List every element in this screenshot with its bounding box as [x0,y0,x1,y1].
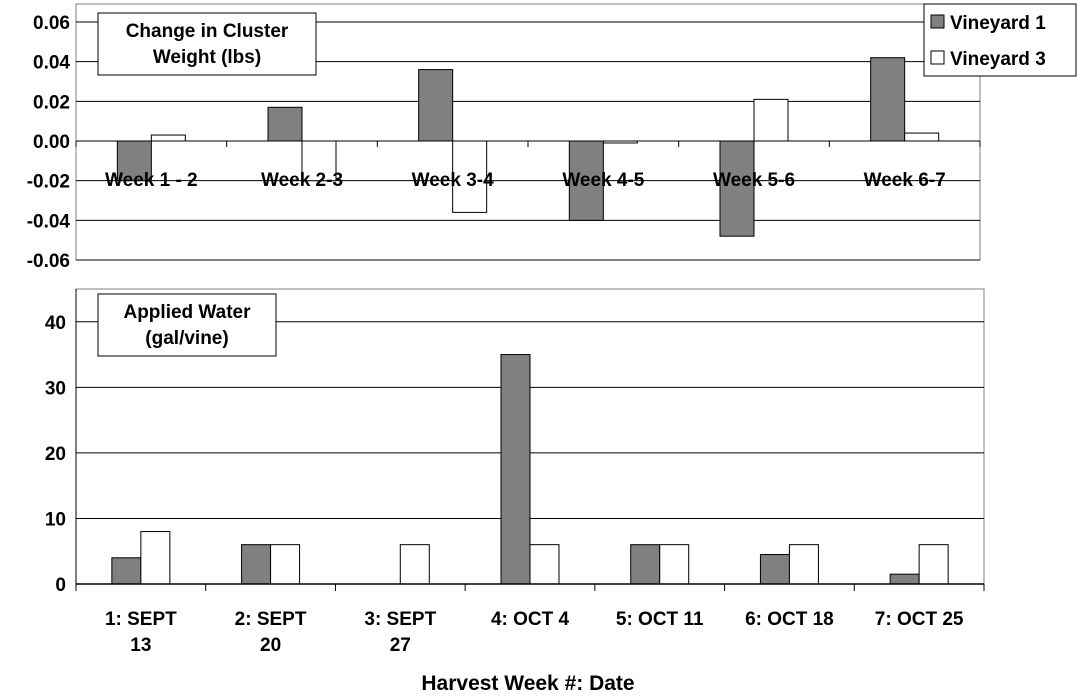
y-tick-label: -0.02 [27,172,70,193]
category-label: Week 4-5 [562,170,644,191]
y-tick-label: 0.06 [33,13,70,34]
bars [75,289,985,591]
y-tick-label: -0.04 [27,211,71,232]
legend-label-vineyard-3: Vineyard 3 [950,49,1046,70]
legend-box [923,3,1077,77]
y-tick-label: 0 [55,575,66,596]
category-label: 7: OCT 25 [875,609,964,630]
legend-label-vineyard-1: Vineyard 1 [950,13,1046,34]
legend: Vineyard 1 Vineyard 3 [923,3,1077,77]
legend-swatch-vineyard-1 [930,14,945,29]
y-tick-label: 40 [45,313,66,334]
bar-vineyard-1 [870,57,906,142]
bar-vineyard-3 [788,544,819,585]
category-label: 4: OCT 4 [491,609,570,630]
cluster-weight-chart: 0.06 0.04 0.02 0.00 -0.02 -0.04 -0.06 Week 1 -… [27,3,1077,272]
panel-title-line-2: (gal/vine) [145,328,228,349]
bar-vineyard-3 [659,544,690,585]
panel-title-line-1: Change in Cluster [126,21,289,42]
bar-vineyard-1 [418,69,454,142]
y-tick-label: 30 [45,378,66,399]
category-label: 13 [130,635,151,656]
panel-title-box: Change in Cluster Weight (lbs) [97,12,317,76]
applied-water-chart: 40 30 20 10 0 1: SEPT 13 2: SEPT 20 3: SEPT 27 4: … [45,288,985,695]
y-tick-label: 0.02 [33,92,70,113]
bar-vineyard-3 [140,531,171,585]
category-label: 27 [390,635,411,656]
category-label: Week 3-4 [412,170,494,191]
bar-vineyard-1 [630,544,661,585]
category-labels: 1: SEPT 13 2: SEPT 20 3: SEPT 27 4: OCT 4 5: OC… [105,609,964,656]
panel-title-line-1: Applied Water [123,302,251,323]
category-label: 1: SEPT [105,609,177,630]
bar-vineyard-3 [918,544,949,585]
category-label: Week 2-3 [261,170,343,191]
bar-vineyard-1 [111,557,142,585]
y-tick-label: -0.06 [27,251,70,272]
y-tick-label: 20 [45,444,66,465]
bars [75,57,981,237]
panel-title-line-2: Weight (lbs) [153,47,261,68]
y-tick-labels: 40 30 20 10 0 [45,313,66,596]
x-axis-title: Harvest Week #: Date [421,672,634,695]
legend-swatch-vineyard-3 [930,50,945,65]
bar-vineyard-3 [150,134,186,142]
category-label: 2: SEPT [235,609,307,630]
category-label: 20 [260,635,281,656]
bar-vineyard-1 [719,140,755,237]
category-label: Week 5-6 [713,170,795,191]
bar-vineyard-1 [889,573,920,585]
category-label: 3: SEPT [364,609,436,630]
bar-vineyard-1 [500,354,531,585]
bar-vineyard-3 [904,132,940,142]
bar-vineyard-1 [759,554,790,585]
bar-vineyard-1 [267,106,303,142]
category-label: 5: OCT 11 [616,609,704,630]
bar-vineyard-3 [529,544,560,585]
panel-title-box: Applied Water (gal/vine) [97,293,277,357]
category-label: Week 1 - 2 [105,170,198,191]
bar-vineyard-3 [301,140,337,182]
y-tick-label: 0.00 [33,132,70,153]
y-tick-labels: 0.06 0.04 0.02 0.00 -0.02 -0.04 -0.06 [27,13,71,272]
bar-vineyard-3 [753,98,789,142]
bar-vineyard-1 [241,544,272,585]
category-label: Week 6-7 [864,170,946,191]
bar-vineyard-1 [116,140,152,182]
bar-vineyard-3 [399,544,430,585]
bar-vineyard-1 [568,140,604,221]
category-label: 6: OCT 18 [745,609,834,630]
category-labels: Week 1 - 2 Week 2-3 Week 3-4 Week 4-5 Week 5… [105,170,946,191]
bar-vineyard-3 [452,140,488,213]
y-tick-label: 0.04 [33,53,70,74]
bar-vineyard-3 [270,544,301,585]
y-tick-label: 10 [45,509,66,530]
